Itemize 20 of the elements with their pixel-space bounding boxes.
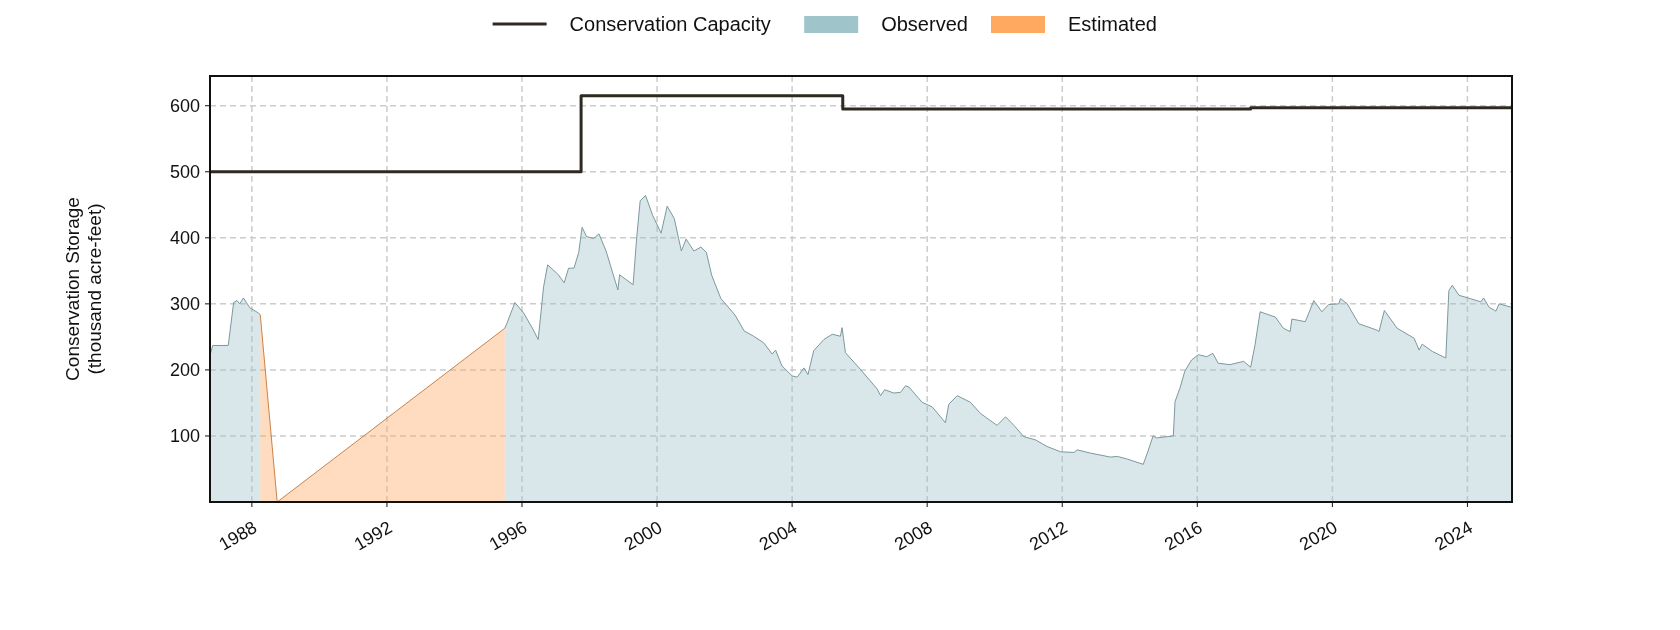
x-tick-label: 1988 [215,517,261,555]
x-tick-label: 2024 [1431,517,1476,555]
x-tick-label: 2000 [620,517,666,555]
x-tick-label: 2020 [1296,517,1341,555]
y-tick-label: 500 [169,161,200,182]
x-tick-label: 2016 [1161,517,1206,555]
x-tick-label: 2008 [890,517,936,555]
legend-label: Observed [881,13,968,35]
y-tick-label: 100 [169,425,200,446]
x-tick-label: 1992 [350,517,396,555]
y-tick-label: 300 [169,293,200,314]
x-tick-label: 2012 [1025,517,1071,555]
y-tick-label: 400 [169,227,200,248]
legend-label: Conservation Capacity [569,13,771,35]
y-tick-label: 200 [169,359,200,380]
y-axis-title: Conservation Storage (thousand acre-feet) [62,197,105,381]
x-tick-label: 1996 [485,517,531,555]
legend-label: Estimated [1068,13,1157,35]
x-tick-label: 2004 [755,517,801,555]
y-tick-label: 600 [169,95,200,116]
